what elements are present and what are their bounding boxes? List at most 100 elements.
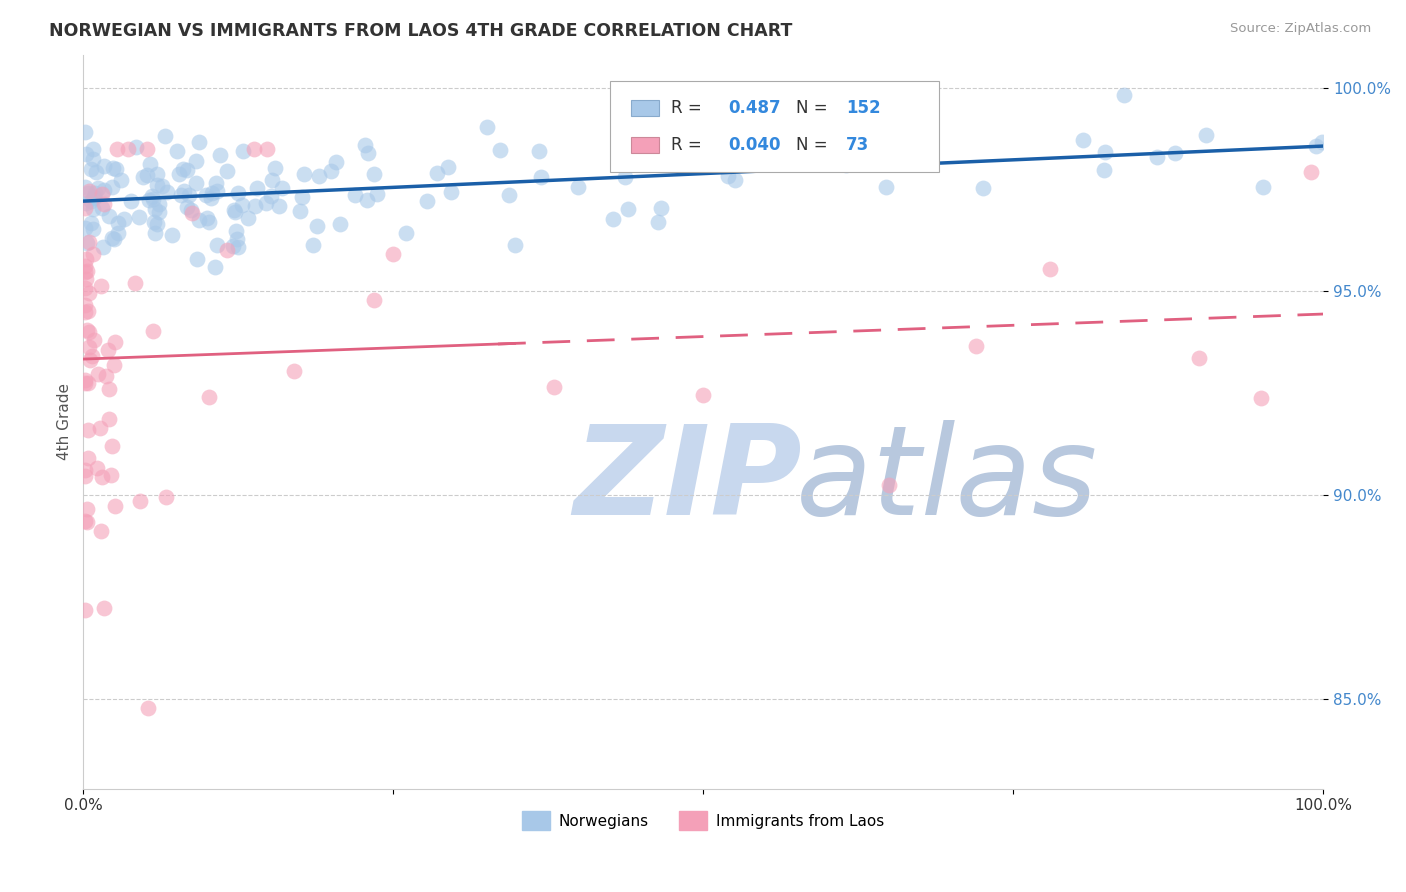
Point <box>82 202 104 216</box>
Point <box>176 162 198 177</box>
Point <box>1092 162 1115 177</box>
Point <box>181 205 204 219</box>
Point <box>104 499 127 513</box>
Point <box>93 601 115 615</box>
Point <box>73 305 96 319</box>
Point <box>363 293 385 307</box>
Point <box>120 194 142 209</box>
Point <box>204 260 226 274</box>
Text: ZIP: ZIP <box>574 420 801 541</box>
Point <box>76 322 98 336</box>
Point <box>1195 128 1218 143</box>
Point <box>395 226 418 240</box>
Point <box>325 155 347 169</box>
Point <box>143 215 166 229</box>
Point <box>177 187 200 202</box>
Point <box>73 469 96 483</box>
Point <box>93 159 115 173</box>
FancyBboxPatch shape <box>631 100 658 116</box>
Point <box>128 210 150 224</box>
Point <box>173 184 195 198</box>
Point <box>1250 391 1272 405</box>
Point <box>156 186 179 200</box>
Point <box>724 173 747 187</box>
Text: NORWEGIAN VS IMMIGRANTS FROM LAOS 4TH GRADE CORRELATION CHART: NORWEGIAN VS IMMIGRANTS FROM LAOS 4TH GR… <box>49 22 793 40</box>
Point <box>86 180 108 194</box>
Point <box>83 334 105 348</box>
Point <box>716 157 738 171</box>
FancyBboxPatch shape <box>631 137 658 153</box>
Point <box>98 209 121 223</box>
Point <box>264 161 287 175</box>
Point <box>271 181 294 195</box>
Point <box>773 145 796 160</box>
Point <box>141 188 163 202</box>
Point <box>1094 145 1116 159</box>
Point <box>83 191 105 205</box>
Point <box>195 211 218 225</box>
Point <box>172 162 194 177</box>
Point <box>82 152 104 166</box>
Point <box>75 196 97 211</box>
FancyBboxPatch shape <box>610 81 939 172</box>
Point <box>73 373 96 387</box>
Point <box>135 142 157 156</box>
Point <box>155 490 177 504</box>
Point <box>602 211 624 226</box>
Point <box>176 200 198 214</box>
Text: 73: 73 <box>846 136 869 154</box>
Point <box>75 376 97 391</box>
Point <box>104 335 127 350</box>
Point <box>132 169 155 184</box>
Point <box>73 281 96 295</box>
Point <box>489 143 512 157</box>
Point <box>89 421 111 435</box>
Point <box>204 177 226 191</box>
Point <box>503 238 526 252</box>
Point <box>530 170 553 185</box>
Point <box>103 359 125 373</box>
Point <box>77 340 100 354</box>
Point <box>972 180 994 194</box>
Point <box>188 136 211 150</box>
Point <box>197 390 219 404</box>
Point <box>91 470 114 484</box>
Point <box>426 165 449 179</box>
Point <box>103 161 125 175</box>
Point <box>82 247 104 261</box>
Point <box>112 212 135 227</box>
Point <box>73 201 96 215</box>
Point <box>110 173 132 187</box>
Point <box>381 247 404 261</box>
Point <box>76 502 98 516</box>
Point <box>226 232 249 246</box>
Point <box>150 178 173 193</box>
Point <box>242 142 264 156</box>
Point <box>1251 180 1274 194</box>
Point <box>142 192 165 206</box>
Point <box>1299 165 1322 179</box>
Point <box>90 279 112 293</box>
Point <box>1305 139 1327 153</box>
Point <box>73 180 96 194</box>
Point <box>877 478 900 492</box>
Point <box>73 298 96 312</box>
Point <box>254 196 277 211</box>
Point <box>567 180 589 194</box>
Text: 0.040: 0.040 <box>728 136 780 154</box>
Point <box>661 135 683 149</box>
Point <box>243 198 266 212</box>
Point <box>231 198 253 212</box>
Point <box>256 142 278 156</box>
Point <box>160 227 183 242</box>
Point <box>965 339 987 353</box>
Point <box>90 524 112 538</box>
Point <box>91 240 114 254</box>
Point <box>616 202 638 216</box>
Point <box>97 343 120 357</box>
Point <box>267 199 290 213</box>
Point <box>870 150 893 164</box>
Point <box>75 147 97 161</box>
Text: atlas: atlas <box>796 420 1098 541</box>
Point <box>1310 135 1333 149</box>
